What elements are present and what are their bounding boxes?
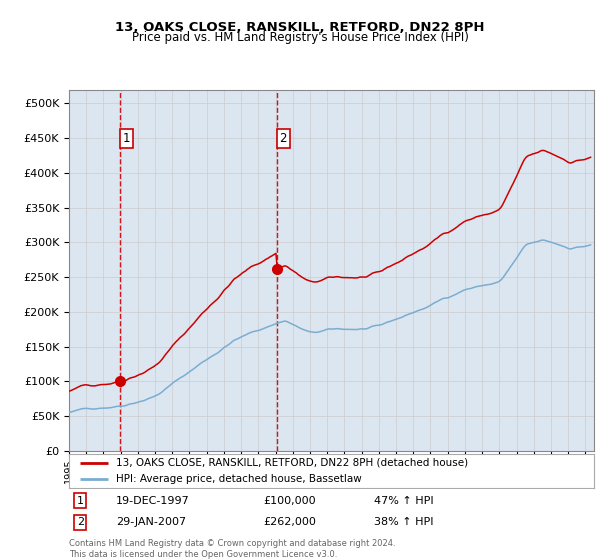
Text: 38% ↑ HPI: 38% ↑ HPI bbox=[373, 517, 433, 528]
Text: 13, OAKS CLOSE, RANSKILL, RETFORD, DN22 8PH: 13, OAKS CLOSE, RANSKILL, RETFORD, DN22 … bbox=[115, 21, 485, 34]
Text: £262,000: £262,000 bbox=[263, 517, 316, 528]
Text: 13, OAKS CLOSE, RANSKILL, RETFORD, DN22 8PH (detached house): 13, OAKS CLOSE, RANSKILL, RETFORD, DN22 … bbox=[116, 458, 469, 468]
Text: 2: 2 bbox=[77, 517, 84, 528]
Text: 1: 1 bbox=[77, 496, 84, 506]
Text: Price paid vs. HM Land Registry's House Price Index (HPI): Price paid vs. HM Land Registry's House … bbox=[131, 31, 469, 44]
Text: 47% ↑ HPI: 47% ↑ HPI bbox=[373, 496, 433, 506]
Text: 19-DEC-1997: 19-DEC-1997 bbox=[116, 496, 190, 506]
Text: Contains HM Land Registry data © Crown copyright and database right 2024.
This d: Contains HM Land Registry data © Crown c… bbox=[69, 539, 395, 559]
Text: 2: 2 bbox=[280, 132, 287, 144]
Text: 29-JAN-2007: 29-JAN-2007 bbox=[116, 517, 187, 528]
Text: HPI: Average price, detached house, Bassetlaw: HPI: Average price, detached house, Bass… bbox=[116, 474, 362, 484]
Text: 1: 1 bbox=[123, 132, 130, 144]
Text: £100,000: £100,000 bbox=[263, 496, 316, 506]
